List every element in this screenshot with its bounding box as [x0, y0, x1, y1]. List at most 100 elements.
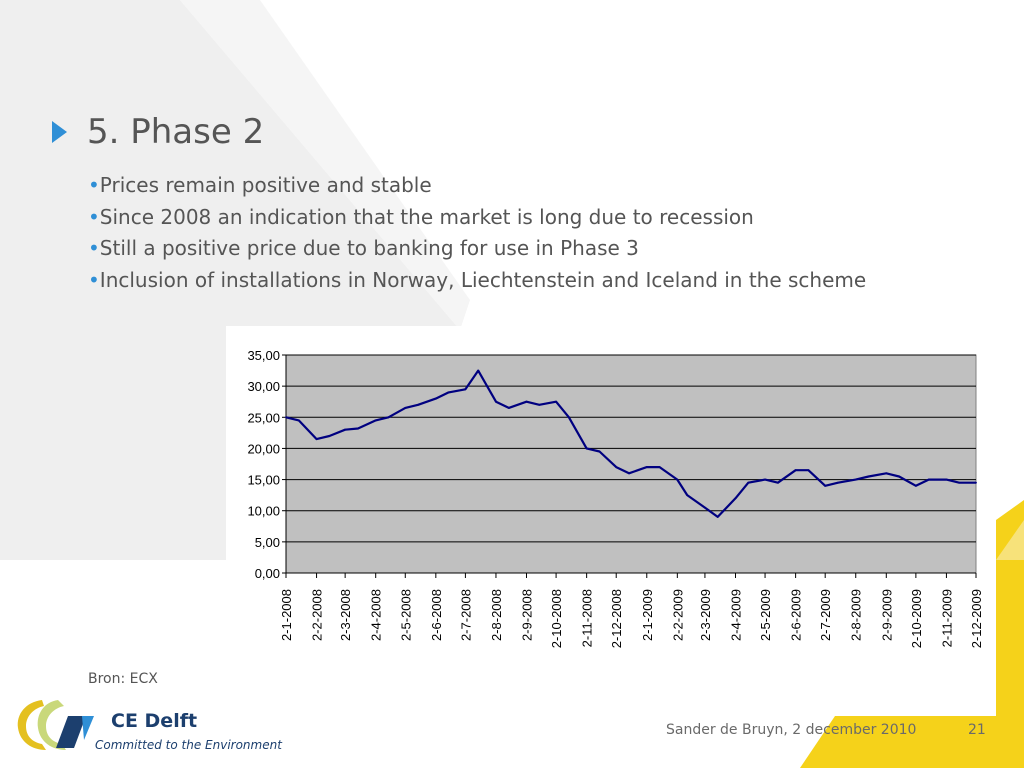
- price-data-point: [297, 419, 300, 422]
- x-tick-label: 2-12-2008: [609, 589, 624, 648]
- price-data-point: [285, 416, 287, 419]
- price-data-point: [867, 475, 870, 478]
- price-data-point: [447, 391, 450, 394]
- x-tick-label: 2-4-2008: [369, 589, 384, 641]
- x-tick-label: 2-11-2008: [580, 589, 595, 647]
- y-tick-label: 5,00: [255, 535, 280, 550]
- bullet-item: •Prices remain positive and stable: [88, 170, 866, 202]
- price-data-point: [585, 447, 588, 450]
- x-tick-label: 2-8-2009: [849, 589, 864, 641]
- price-data-point: [927, 478, 930, 481]
- x-tick-label: 2-5-2009: [758, 589, 773, 641]
- x-tick-label: 2-8-2008: [489, 589, 504, 641]
- price-data-point: [477, 369, 480, 372]
- y-tick-label: 25,00: [247, 410, 280, 425]
- bullet-text: Inclusion of installations in Norway, Li…: [99, 267, 867, 292]
- price-data-point: [315, 438, 318, 440]
- price-data-point: [704, 506, 706, 509]
- bullet-item: •Inclusion of installations in Norway, L…: [88, 265, 866, 297]
- price-data-point: [598, 450, 601, 453]
- bullet-text: Since 2008 an indication that the market…: [99, 204, 754, 229]
- price-data-point: [328, 435, 331, 437]
- x-tick-label: 2-6-2008: [429, 589, 444, 641]
- x-tick-label: 2-2-2008: [310, 589, 325, 641]
- footer-author-date: Sander de Bruyn, 2 december 2010: [666, 722, 917, 738]
- ce-delft-logo-icon: [17, 700, 94, 750]
- x-tick-label: 2-3-2009: [698, 589, 713, 641]
- price-data-point: [764, 478, 766, 481]
- price-data-point: [854, 478, 857, 481]
- price-data-point: [807, 469, 810, 472]
- price-data-point: [898, 475, 900, 478]
- price-data-point: [645, 466, 648, 468]
- x-tick-label: 2-10-2009: [909, 589, 924, 648]
- price-data-point: [507, 407, 510, 409]
- price-data-point: [555, 400, 557, 403]
- chart-container: 0,00 5,00 10,00 15,00 20,00 25,00 30,00 35,00 2-…: [226, 326, 996, 716]
- price-data-point: [615, 466, 618, 468]
- bullet-item: •Still a positive price due to banking f…: [88, 233, 866, 265]
- x-tick-label: 2-12-2009: [969, 589, 984, 648]
- y-tick-label: 15,00: [247, 473, 280, 488]
- x-tick-label: 2-10-2008: [549, 589, 564, 648]
- price-data-point: [495, 400, 497, 403]
- y-tick-label: 20,00: [247, 441, 280, 456]
- price-data-point: [434, 397, 437, 400]
- bullet-marker: •: [88, 173, 100, 197]
- price-data-point: [387, 416, 390, 419]
- logo-tagline: Committed to the Environment: [95, 738, 282, 752]
- price-data-point: [945, 478, 948, 481]
- price-data-point: [885, 472, 888, 475]
- price-data-point: [975, 481, 977, 484]
- x-tick-label: 2-11-2009: [939, 589, 954, 647]
- price-data-point: [525, 400, 528, 403]
- bullet-marker: •: [88, 236, 100, 260]
- price-line-chart: 0,00 5,00 10,00 15,00 20,00 25,00 30,00 35,00 2-…: [247, 348, 984, 648]
- price-data-point: [568, 416, 570, 419]
- price-data-point: [357, 427, 359, 430]
- x-tick-label: 2-3-2008: [338, 589, 353, 641]
- x-tick-label: 2-9-2008: [520, 589, 535, 641]
- price-data-point: [716, 516, 719, 518]
- title-row: 5. Phase 2: [52, 112, 264, 152]
- price-data-point: [374, 419, 377, 422]
- price-data-point: [464, 388, 467, 391]
- price-data-point: [824, 484, 827, 487]
- slide-title: 5. Phase 2: [87, 112, 265, 152]
- price-data-point: [734, 497, 737, 500]
- price-data-point: [837, 481, 839, 484]
- bullet-list: •Prices remain positive and stable •Sinc…: [88, 170, 866, 296]
- y-tick-label: 30,00: [247, 379, 280, 394]
- x-tick-label: 2-2-2009: [670, 589, 685, 641]
- footer-page-number: 21: [968, 722, 986, 738]
- x-tick-label: 2-7-2009: [818, 589, 833, 641]
- x-tick-label: 2-1-2009: [640, 589, 655, 641]
- title-arrow-icon: [52, 121, 67, 143]
- price-data-point: [686, 494, 689, 496]
- y-tick-label: 10,00: [247, 504, 280, 519]
- price-data-point: [404, 407, 407, 409]
- bullet-marker: •: [88, 204, 100, 229]
- price-data-point: [777, 481, 779, 484]
- x-tick-label: 2-9-2009: [879, 589, 894, 641]
- x-tick-label: 2-6-2009: [789, 589, 804, 641]
- price-data-point: [794, 469, 797, 472]
- price-data-point: [676, 478, 679, 481]
- background-yellow-band: [996, 520, 1024, 560]
- x-tick-label: 2-4-2009: [728, 589, 743, 641]
- plot-area: [285, 354, 977, 574]
- price-data-point: [538, 403, 541, 406]
- x-tick-label: 2-5-2008: [398, 589, 413, 641]
- price-data-point: [628, 472, 630, 475]
- x-tick-label: 2-1-2008: [279, 589, 294, 641]
- price-data-point: [658, 466, 661, 468]
- price-data-point: [344, 428, 346, 431]
- y-tick-label: 0,00: [255, 566, 280, 581]
- y-tick-label: 35,00: [247, 348, 280, 363]
- bullet-marker: •: [88, 267, 100, 292]
- bullet-text: Prices remain positive and stable: [99, 173, 432, 197]
- logo-name: CE Delft: [111, 710, 198, 732]
- x-tick-label: 2-7-2008: [458, 589, 473, 641]
- bullet-text: Still a positive price due to banking fo…: [99, 236, 639, 260]
- price-data-point: [747, 481, 750, 484]
